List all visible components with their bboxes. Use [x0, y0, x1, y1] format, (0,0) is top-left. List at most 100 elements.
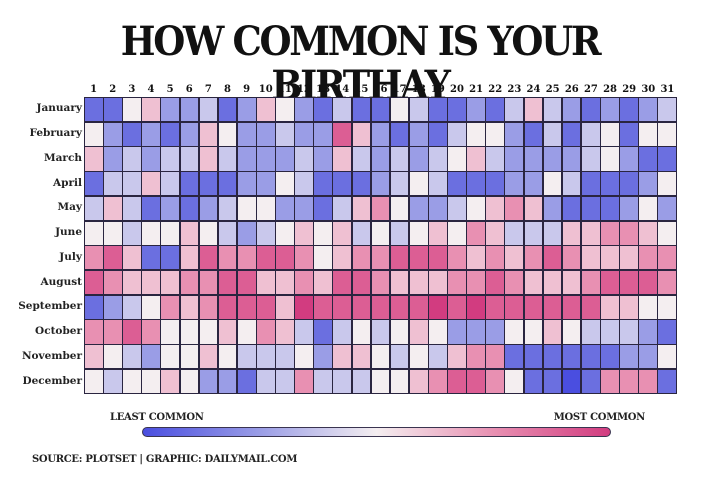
heatmap-cell [505, 196, 524, 221]
heatmap-cell [639, 221, 657, 245]
heatmap-cell [276, 196, 294, 221]
heatmap-cell [543, 295, 562, 319]
day-label: 29 [622, 84, 637, 95]
heatmap-cell [199, 147, 218, 171]
day-label: 10 [258, 84, 273, 95]
heatmap-cell [409, 345, 428, 369]
heatmap-cell [237, 122, 256, 146]
heatmap-cell [639, 270, 657, 295]
heatmap-cell [218, 98, 237, 122]
heatmap-cell [448, 345, 466, 369]
heatmap-cell [429, 369, 447, 393]
month-label: February [29, 127, 82, 140]
heatmap-cell [467, 246, 485, 270]
heatmap-cell [639, 98, 657, 122]
heatmap-cell [429, 221, 447, 245]
heatmap-cell [161, 98, 180, 122]
day-label: 23 [507, 84, 522, 95]
heatmap-cell [581, 196, 600, 221]
heatmap-cell [505, 122, 524, 146]
heatmap-cell [257, 221, 275, 245]
heatmap-cell [562, 320, 581, 344]
heatmap-cell [237, 345, 256, 369]
heatmap-cell [352, 270, 371, 295]
heatmap-cell [104, 369, 122, 393]
day-label: 13 [316, 84, 331, 95]
heatmap-cell [352, 98, 371, 122]
heatmap-cell [390, 270, 409, 295]
heatmap-cell [409, 122, 428, 146]
heatmap-cell [524, 98, 543, 122]
heatmap-cell [371, 196, 390, 221]
day-label: 17 [392, 84, 407, 95]
heatmap-cell [257, 98, 275, 122]
heatmap-cell [639, 147, 657, 171]
heatmap-cell [333, 221, 352, 245]
heatmap-cell [467, 369, 485, 393]
heatmap-cell [333, 172, 352, 196]
heatmap-cell [314, 98, 332, 122]
heatmap-cell [543, 246, 562, 270]
heatmap-cell [295, 147, 313, 171]
heatmap-cell [524, 172, 543, 196]
heatmap-cell [180, 345, 199, 369]
heatmap-cell [371, 369, 390, 393]
heatmap-cell [237, 196, 256, 221]
month-label: November [21, 349, 82, 362]
heatmap-cell [352, 295, 371, 319]
heatmap-cell [257, 270, 275, 295]
heatmap-cell [257, 196, 275, 221]
heatmap-cell [371, 320, 390, 344]
heatmap-cell [276, 122, 294, 146]
day-label: 2 [109, 84, 117, 95]
heatmap-cell [371, 172, 390, 196]
heatmap-cell [218, 122, 237, 146]
heatmap-cell [505, 172, 524, 196]
heatmap-cell [161, 320, 180, 344]
heatmap-cell [620, 221, 638, 245]
heatmap-cell [429, 122, 447, 146]
heatmap-cell [524, 221, 543, 245]
heatmap-cell [524, 196, 543, 221]
heatmap-cell [123, 122, 141, 146]
heatmap-cell [85, 295, 103, 319]
heatmap-cell [276, 295, 294, 319]
heatmap-cell [276, 172, 294, 196]
heatmap-cell [85, 345, 103, 369]
heatmap-cell [429, 270, 447, 295]
heatmap-cell [639, 246, 657, 270]
heatmap-grid [84, 97, 677, 394]
heatmap-cell [390, 147, 409, 171]
heatmap-cell [123, 246, 141, 270]
heatmap-cell [429, 172, 447, 196]
heatmap-cell [543, 270, 562, 295]
heatmap-cell [601, 295, 619, 319]
heatmap-cell [352, 147, 371, 171]
heatmap-cell [218, 295, 237, 319]
heatmap-cell [295, 246, 313, 270]
heatmap-cell [333, 270, 352, 295]
heatmap-cell [142, 295, 160, 319]
heatmap-cell [467, 196, 485, 221]
heatmap-cell [161, 369, 180, 393]
heatmap-cell [161, 295, 180, 319]
heatmap-cell [199, 369, 218, 393]
month-label: March [44, 151, 82, 164]
day-label: 7 [204, 84, 212, 95]
day-label: 12 [297, 84, 311, 95]
heatmap-cell [237, 270, 256, 295]
heatmap-cell [352, 221, 371, 245]
heatmap-cell [543, 221, 562, 245]
heatmap-cell [390, 122, 409, 146]
day-label: 21 [469, 84, 484, 95]
heatmap-cell [257, 172, 275, 196]
heatmap-cell [218, 172, 237, 196]
heatmap-cell [409, 295, 428, 319]
heatmap-cell [104, 221, 122, 245]
heatmap-cell [104, 295, 122, 319]
heatmap-cell [524, 320, 543, 344]
heatmap-cell [486, 98, 504, 122]
heatmap-cell [237, 221, 256, 245]
heatmap-cell [276, 270, 294, 295]
day-label: 25 [545, 84, 560, 95]
